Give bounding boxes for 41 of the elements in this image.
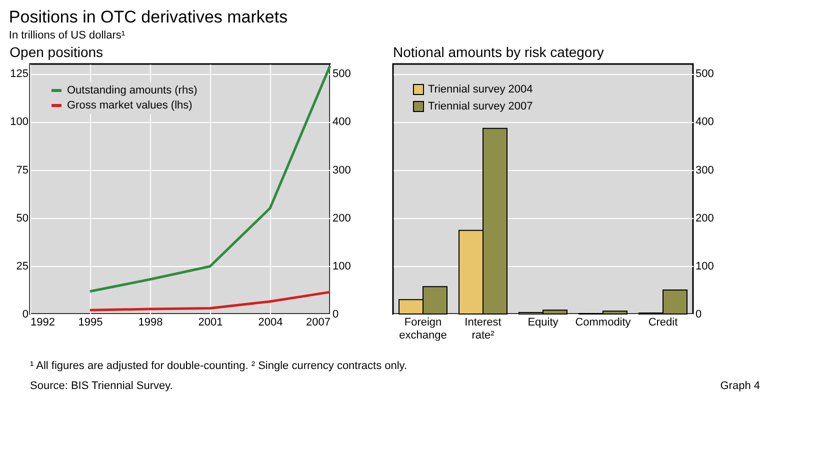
y2-tick-label: 500 bbox=[696, 68, 714, 80]
y2-tick-label: 400 bbox=[332, 116, 351, 128]
x-tick-label: 2007 bbox=[306, 316, 330, 328]
y2-tick-label: 100 bbox=[332, 260, 351, 272]
y2-tick-label: 100 bbox=[696, 260, 714, 272]
y-tick-label: 75 bbox=[16, 164, 28, 176]
x-tick-label: Credit bbox=[648, 316, 678, 328]
y2-tick-label: 300 bbox=[696, 164, 714, 176]
source-note: Source: BIS Triennial Survey. bbox=[30, 380, 173, 392]
x-tick-label: Commodity bbox=[575, 316, 632, 328]
chart-title: Notional amounts by risk category bbox=[393, 44, 604, 60]
y2-tick-label: 200 bbox=[696, 212, 714, 224]
y-tick-label: 50 bbox=[16, 212, 28, 224]
y2-tick-label: 500 bbox=[332, 68, 351, 80]
caption: Graph 4 bbox=[720, 380, 760, 392]
x-tick-label: 1995 bbox=[78, 316, 103, 328]
x-tick-label: 1992 bbox=[30, 316, 55, 328]
x-tick-label: 1998 bbox=[138, 316, 163, 328]
x-tick-label: Equity bbox=[528, 316, 559, 328]
y-tick-label: 100 bbox=[10, 116, 28, 128]
text: ¹ All figures are adjusted for double-counting. ² Single currency contracts only. bbox=[30, 360, 408, 372]
x-tick-label: 2001 bbox=[198, 316, 223, 328]
legend-label: Triennial survey 2007 bbox=[428, 100, 533, 112]
text: Positions in OTC derivatives markets bbox=[8, 7, 288, 26]
legend-label: Outstanding amounts (rhs) bbox=[67, 84, 198, 96]
y-tick-label: 125 bbox=[10, 68, 28, 80]
text: In trillions of US dollars¹ bbox=[8, 29, 126, 42]
y2-tick-label: 200 bbox=[332, 212, 351, 224]
line-series bbox=[88, 290, 332, 312]
y2-tick-label: 0 bbox=[332, 308, 339, 320]
y-tick-label: 0 bbox=[22, 308, 28, 320]
x-tick-label: Foreign exchange bbox=[399, 316, 447, 342]
y2-tick-label: 0 bbox=[696, 308, 702, 320]
chart-title: Open positions bbox=[10, 44, 104, 60]
y2-tick-label: 300 bbox=[332, 164, 351, 176]
y-tick-label: 25 bbox=[16, 260, 28, 272]
x-tick-label: Interest rate² bbox=[464, 316, 502, 342]
y2-tick-label: 400 bbox=[696, 116, 714, 128]
legend-label: Triennial survey 2004 bbox=[428, 84, 533, 96]
x-tick-label: 2004 bbox=[258, 316, 283, 328]
legend-label: Gross market values (lhs) bbox=[67, 100, 192, 112]
